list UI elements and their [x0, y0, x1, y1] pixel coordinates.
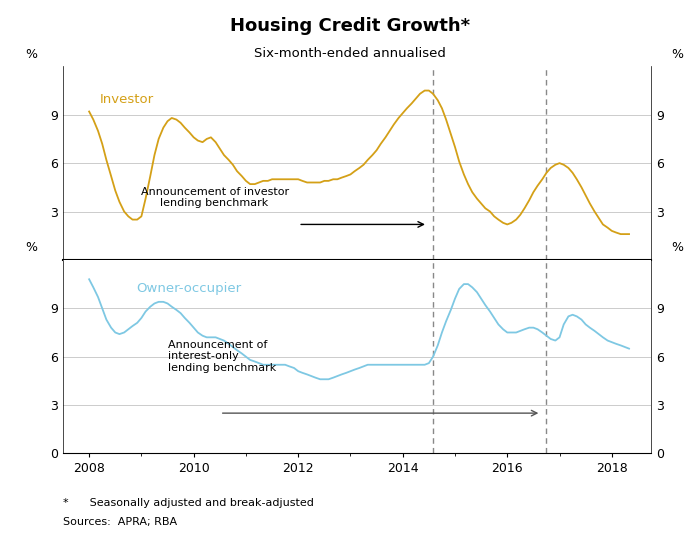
Text: Announcement of
interest-only
lending benchmark: Announcement of interest-only lending be… — [167, 340, 276, 373]
Text: Announcement of investor
lending benchmark: Announcement of investor lending benchma… — [141, 187, 288, 208]
Text: Sources:  APRA; RBA: Sources: APRA; RBA — [63, 517, 177, 527]
Text: Six-month-ended annualised: Six-month-ended annualised — [254, 47, 446, 60]
Text: Housing Credit Growth*: Housing Credit Growth* — [230, 17, 470, 35]
Text: %: % — [25, 241, 37, 254]
Text: Owner-occupier: Owner-occupier — [136, 282, 241, 295]
Text: Investor: Investor — [99, 93, 154, 107]
Text: %: % — [671, 241, 683, 254]
Text: %: % — [25, 48, 37, 61]
Text: %: % — [671, 48, 683, 61]
Text: *      Seasonally adjusted and break-adjusted: * Seasonally adjusted and break-adjusted — [63, 498, 314, 508]
